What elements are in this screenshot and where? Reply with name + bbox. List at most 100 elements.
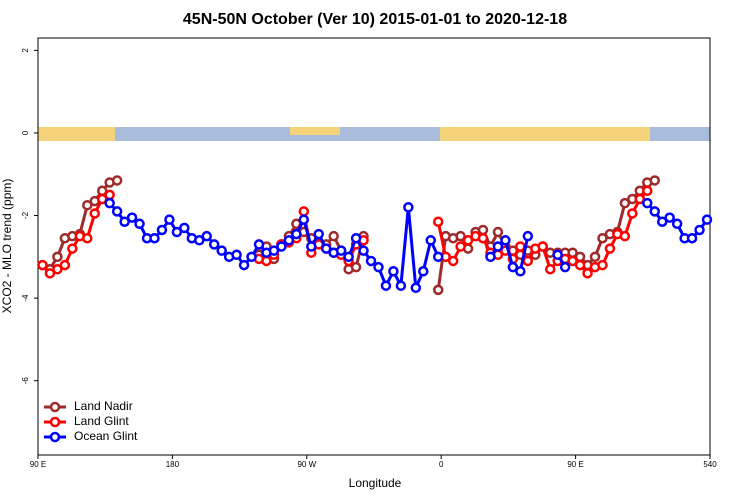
- point: [82, 232, 93, 244]
- point: [619, 197, 631, 209]
- point: [149, 232, 160, 244]
- point: [410, 282, 422, 294]
- point: [619, 230, 631, 242]
- y-tick-label: -6: [21, 377, 30, 385]
- point: [388, 266, 399, 277]
- point: [403, 202, 414, 213]
- point: [477, 224, 489, 236]
- point: [701, 214, 713, 225]
- point: [507, 261, 519, 273]
- point: [515, 241, 526, 252]
- point: [694, 224, 705, 236]
- point: [96, 193, 108, 205]
- point: [44, 268, 56, 279]
- point: [447, 255, 459, 267]
- point: [522, 255, 534, 267]
- x-axis-label: Longitude: [349, 476, 402, 490]
- point: [604, 243, 616, 254]
- legend-marker: [49, 416, 61, 428]
- point: [276, 241, 287, 252]
- point: [574, 259, 586, 271]
- point: [291, 228, 302, 240]
- point: [656, 216, 668, 227]
- point: [82, 199, 93, 211]
- point: [642, 197, 653, 209]
- point: [492, 241, 504, 252]
- point: [328, 230, 339, 242]
- x-tick-label: 90 E: [567, 460, 583, 469]
- point: [164, 214, 175, 225]
- point: [418, 266, 429, 277]
- point: [485, 251, 496, 263]
- point: [261, 255, 272, 267]
- point: [492, 226, 504, 238]
- y-axis-label: XCO2 - MLO trend (ppm): [0, 179, 14, 314]
- point: [537, 241, 548, 252]
- point: [246, 251, 257, 263]
- point: [52, 251, 63, 263]
- point: [119, 216, 130, 227]
- point: [567, 255, 578, 267]
- point: [171, 226, 183, 238]
- y-tick-label: 2: [21, 48, 30, 53]
- point: [365, 255, 377, 267]
- point: [350, 261, 362, 273]
- point: [642, 185, 653, 197]
- legend-marker: [49, 401, 61, 413]
- x-tick-label: 180: [166, 460, 180, 469]
- point: [104, 189, 115, 201]
- point: [52, 263, 63, 275]
- point: [313, 228, 324, 240]
- point: [589, 251, 601, 263]
- point: [455, 241, 466, 252]
- strip-land: [440, 127, 650, 141]
- point: [194, 235, 205, 246]
- point: [664, 212, 675, 223]
- point: [37, 259, 48, 271]
- point: [582, 268, 593, 279]
- point: [335, 245, 347, 256]
- point: [500, 235, 511, 246]
- legend-marker: [49, 431, 61, 443]
- point: [268, 245, 280, 256]
- point: [358, 245, 369, 256]
- legend-label: Land Nadir: [74, 399, 133, 413]
- point: [306, 241, 317, 252]
- point: [455, 230, 466, 242]
- point: [373, 261, 384, 273]
- point: [350, 232, 362, 244]
- point: [59, 259, 71, 271]
- series: [104, 197, 713, 294]
- point: [111, 175, 123, 186]
- point: [597, 232, 608, 244]
- x-tick-label: 90 W: [297, 460, 316, 469]
- point: [544, 263, 556, 275]
- y-tick-label: -2: [21, 211, 30, 219]
- point: [156, 224, 168, 236]
- strip-land: [38, 127, 115, 141]
- point: [649, 175, 660, 186]
- chart-title: 45N-50N October (Ver 10) 2015-01-01 to 2…: [183, 11, 567, 28]
- point: [283, 235, 295, 246]
- point: [298, 214, 310, 225]
- x-tick-label: 0: [439, 460, 444, 469]
- point: [111, 206, 123, 217]
- legend-label: Ocean Glint: [74, 429, 138, 443]
- point: [634, 193, 646, 205]
- point: [597, 259, 608, 271]
- point: [216, 245, 227, 256]
- point: [238, 259, 250, 271]
- point: [627, 208, 638, 219]
- point: [425, 235, 436, 246]
- point: [208, 239, 220, 250]
- point: [89, 208, 100, 219]
- point: [559, 261, 571, 273]
- point: [298, 206, 310, 217]
- point: [380, 280, 392, 291]
- land-ocean-strip: [38, 127, 710, 141]
- point: [201, 230, 212, 242]
- plot-frame: [37, 37, 711, 456]
